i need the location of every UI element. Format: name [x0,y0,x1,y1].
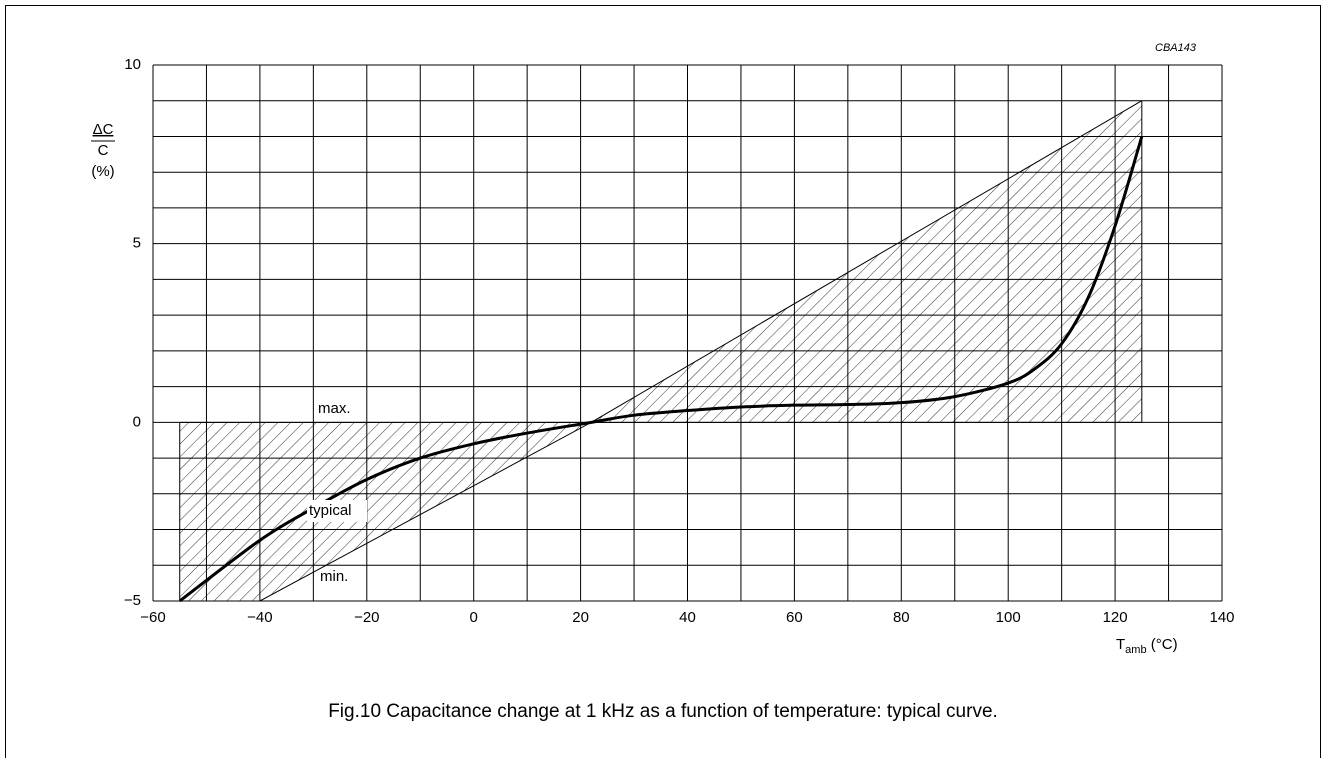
annotation: min. [320,568,348,585]
x-tick-label: −40 [247,609,272,626]
y-tick-label: −5 [124,592,141,609]
x-label-subscript: amb [1125,644,1146,656]
x-tick-label: 60 [786,609,803,626]
x-label: Tamb (°C) [1116,636,1178,656]
y-tick-label: 10 [124,56,141,73]
x-tick-label: 20 [572,609,589,626]
caption: Fig.10 Capacitance change at 1 kHz as a … [328,701,998,722]
annotation-bg [307,500,367,522]
x-tick-label: 0 [470,609,478,626]
annotation: typical [309,502,352,519]
limit-line [179,421,1142,602]
figure-code: CBA143 [1155,42,1197,54]
x-tick-label: 140 [1209,609,1234,626]
x-tick-label: 80 [893,609,910,626]
x-tick-label: −60 [140,609,165,626]
x-tick-label: −20 [354,609,379,626]
y-label-denominator: C [98,142,109,159]
x-tick-label: 40 [679,609,696,626]
y-tick-label: 5 [133,235,141,252]
x-tick-label: 120 [1103,609,1128,626]
y-label-unit: (%) [91,163,114,180]
y-label-numerator: ΔC [93,121,114,138]
annotation: max. [318,400,351,417]
x-label-symbol: T [1116,636,1125,653]
x-label-unit: (°C) [1147,636,1178,653]
y-tick-label: 0 [133,413,141,430]
typical-curve [178,136,1144,603]
frame [5,5,1321,758]
x-tick-label: 100 [996,609,1021,626]
